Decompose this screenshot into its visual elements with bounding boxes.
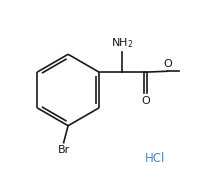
Text: Br: Br [58,145,70,155]
Text: HCl: HCl [145,152,165,165]
Text: O: O [141,96,150,106]
Text: NH$_2$: NH$_2$ [111,37,134,50]
Text: O: O [163,59,172,69]
